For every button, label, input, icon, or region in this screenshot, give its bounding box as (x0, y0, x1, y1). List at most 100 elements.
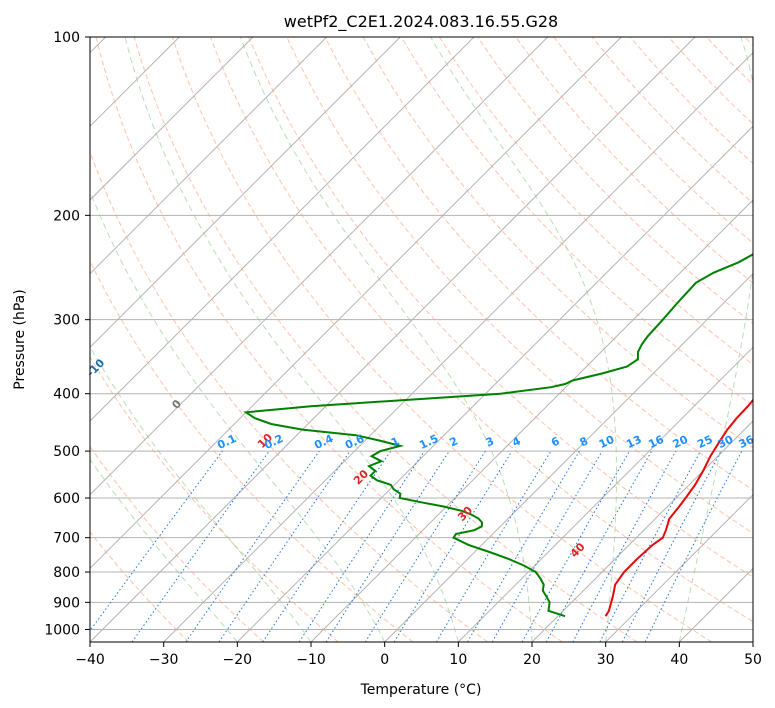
mixing-ratio-label: 10 (597, 433, 617, 451)
isotherm-line (90, 37, 328, 275)
moist-adiabat-line (430, 37, 617, 642)
isotherm-line (163, 51, 753, 642)
y-tick-label: 700 (53, 531, 80, 547)
y-tick-label: 900 (53, 595, 80, 611)
dry-adiabat-line (706, 37, 753, 86)
mixing-ratio-line (621, 450, 722, 642)
y-tick-label: 800 (53, 565, 80, 581)
mixing-ratio-line (435, 450, 552, 642)
x-axis-label: Temperature (°C) (360, 682, 482, 698)
dry-adiabat-line (133, 37, 638, 642)
dry-adiabat-line (90, 150, 488, 642)
dry-adiabat-line (90, 445, 264, 642)
dry-adiabat-line (591, 37, 753, 204)
mixing-ratio-label: 2 (448, 434, 460, 449)
x-tick-label: 30 (597, 652, 615, 668)
dry-adiabat-line (248, 37, 753, 578)
y-axis-label: Pressure (hPa) (12, 289, 28, 389)
mixing-ratio-line (467, 450, 580, 642)
mixing-ratio-line (521, 450, 630, 642)
isotherm-line (678, 567, 753, 642)
isotherm-line (90, 37, 622, 570)
moist-adiabat-line (90, 345, 312, 642)
isotherm-line (236, 125, 753, 642)
plot-frame (89, 36, 754, 643)
mixing-ratio-label: 3 (484, 434, 496, 449)
chart-title: wetPf2_C2E1.2024.083.16.55.G28 (284, 12, 558, 32)
moist-adiabat-line (239, 37, 533, 642)
temperature-profile-line (604, 398, 753, 617)
moist-adiabat-line (124, 37, 459, 642)
isotherm-line (531, 420, 753, 642)
isotherm-line (310, 199, 753, 642)
dry-adiabat-line (400, 37, 753, 407)
x-tick-label: 0 (380, 652, 389, 668)
dry-adiabat-line (90, 259, 414, 642)
mixing-ratio-label: 16 (646, 433, 666, 451)
mixing-ratio-label: 20 (671, 433, 691, 451)
mixing-ratio-line (262, 450, 392, 642)
dewpoint-profile-line (243, 253, 753, 618)
mixing-ratio-line (298, 450, 425, 642)
mixing-ratio-line (393, 450, 513, 642)
dry-adiabat-line (90, 356, 339, 642)
x-tick-label: −40 (75, 652, 105, 668)
mixing-ratio-line (572, 450, 677, 642)
x-tick-label: −10 (296, 652, 326, 668)
dry-adiabat-line (95, 37, 563, 642)
isotherm-line (752, 641, 753, 642)
dry-adiabat-line (210, 37, 753, 623)
mixing-ratio-label: 13 (624, 433, 643, 451)
y-tick-label: 400 (53, 387, 80, 403)
dry-adiabat-label: 0 (169, 397, 184, 412)
x-tick-label: 50 (744, 652, 762, 668)
mixing-ratio-line (644, 450, 743, 642)
isotherm-line (457, 346, 753, 642)
y-tick-label: 200 (53, 208, 80, 224)
mixing-ratio-label: 0.1 (215, 432, 238, 452)
mixing-ratio-label: 36 (737, 433, 757, 451)
dry-adiabat-line (515, 37, 753, 284)
x-tick-label: −20 (223, 652, 253, 668)
isotherm-line (90, 37, 549, 496)
x-tick-label: 10 (449, 652, 467, 668)
mixing-ratio-label: 25 (695, 433, 714, 451)
mixing-ratio-line (90, 450, 223, 632)
dry-adiabat-line (744, 37, 753, 47)
dry-adiabat-label: -10 (84, 356, 107, 379)
isotherm-line (384, 272, 753, 642)
mixing-ratio-line (545, 450, 653, 642)
dry-adiabat-line (668, 37, 753, 125)
x-tick-label: 20 (523, 652, 541, 668)
x-tick-label: 40 (670, 652, 688, 668)
mixing-ratio-line (218, 450, 351, 642)
dry-adiabat-line (438, 37, 753, 366)
mixing-ratio-label: 6 (549, 434, 562, 449)
mixing-ratio-line (325, 450, 450, 642)
isotherm-line (90, 37, 254, 201)
moist-adiabat-line (90, 189, 386, 642)
mixing-ratio-line (131, 450, 270, 642)
y-tick-label: 1000 (44, 622, 80, 638)
isotherm-line (90, 37, 696, 642)
isotherm-line (605, 493, 753, 642)
mixing-ratio-label: 1.5 (417, 432, 440, 452)
dry-adiabat-line (90, 531, 190, 642)
x-tick-label: −30 (149, 652, 179, 668)
isotherm-line (90, 37, 475, 422)
dry-adiabat-line (553, 37, 753, 244)
y-tick-label: 500 (53, 444, 80, 460)
mixing-ratio-label: 30 (716, 433, 736, 451)
dry-adiabat-line (171, 37, 712, 642)
mixing-ratio-line (185, 450, 320, 642)
y-tick-label: 600 (53, 491, 80, 507)
dry-adiabat-line (324, 37, 753, 491)
moist-adiabat-line (90, 458, 238, 642)
y-tick-label: 300 (53, 313, 80, 329)
y-tick-label: 100 (53, 30, 80, 46)
isotherm-line (90, 37, 401, 349)
moist-adiabat-line (678, 37, 753, 642)
dry-adiabat-label: 40 (568, 540, 588, 560)
